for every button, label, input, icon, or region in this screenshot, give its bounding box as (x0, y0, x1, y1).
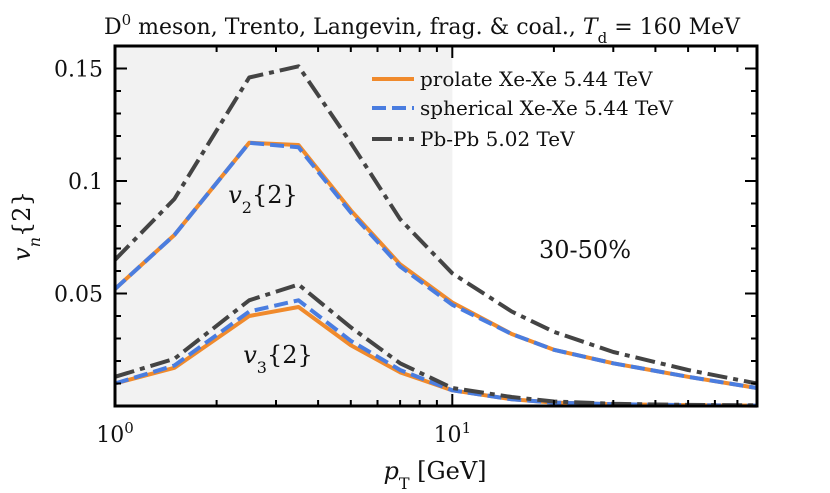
title-part-end: = 160 MeV (607, 15, 741, 40)
legend-label-pbpb: Pb-Pb 5.02 TeV (420, 127, 575, 151)
x-tick-exponent: 0 (124, 419, 134, 437)
legend-label-prolate: prolate Xe-Xe 5.44 TeV (420, 67, 653, 91)
y-axis-label-main: v (8, 247, 36, 261)
y-tick-label: 0.15 (54, 58, 103, 83)
chart-title: D0 meson, Trento, Langevin, frag. & coal… (104, 11, 741, 47)
y-tick-label: 0.05 (54, 283, 103, 308)
y-axis-label-sub: n (25, 237, 44, 247)
series-line-v3-pbpb (114, 282, 758, 408)
title-subscript: d (598, 29, 608, 47)
v3-annotation: v3{2} (243, 341, 313, 377)
v2-annotation-sub: 2 (242, 198, 252, 217)
x-tick-label: 100 (96, 419, 134, 448)
v2-annotation-rest: {2} (252, 181, 298, 209)
title-superscript: 0 (122, 11, 132, 29)
v2-annotation-main: v (228, 181, 242, 209)
x-tick-exponent: 1 (462, 419, 472, 437)
y-axis-label-rest: {2} (8, 191, 36, 237)
series-layer (113, 64, 758, 408)
title-part-d: D (104, 15, 122, 40)
v3-annotation-main: v (243, 341, 257, 369)
x-axis-label-rest: [GeV] (409, 457, 486, 485)
centrality-annotation: 30-50% (539, 236, 631, 264)
v3-annotation-rest: {2} (267, 341, 313, 369)
y-tick-label: 0.1 (68, 170, 103, 195)
v3-annotation-sub: 3 (257, 358, 267, 377)
legend: prolate Xe-Xe 5.44 TeV spherical Xe-Xe 5.… (372, 67, 674, 151)
y-axis-label: vn{2} (8, 191, 44, 261)
legend-label-spherical: spherical Xe-Xe 5.44 TeV (420, 96, 674, 120)
x-axis-label: pT [GeV] (383, 457, 486, 493)
x-tick-label: 101 (434, 419, 472, 448)
title-part-middle: meson, Trento, Langevin, frag. & coal., (131, 15, 583, 40)
v2-annotation: v2{2} (228, 181, 298, 217)
x-tick-base: 10 (434, 423, 462, 448)
x-axis-label-main: p (383, 457, 398, 485)
title-part-t: T (583, 15, 600, 40)
series-line-v2-prolate (113, 140, 758, 390)
x-axis-label-sub: T (399, 474, 410, 493)
x-tick-base: 10 (96, 423, 124, 448)
series-line-v2-pbpb (113, 64, 758, 386)
